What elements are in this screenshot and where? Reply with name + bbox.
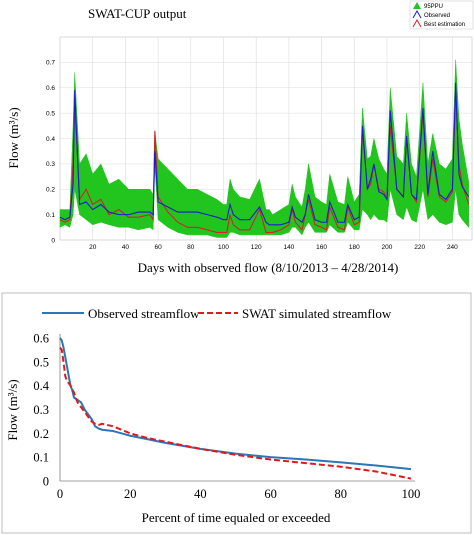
- top-y-tick-label: 0: [51, 237, 55, 244]
- bottom-x-tick-labels: 0 20 40 60 80 100: [57, 487, 421, 501]
- top-legend-box: [409, 0, 474, 30]
- observed-line: [59, 82, 470, 226]
- top-x-tick-labels: 20 40 60 80 100 120 140 160 180 200 220 240: [89, 244, 458, 251]
- top-x-tick-label: 120: [251, 244, 262, 251]
- top-legend: 95PPU Observed Best estimation: [409, 0, 474, 30]
- bottom-x-tick-label: 0: [57, 487, 63, 501]
- top-y-tick-label: 0.6: [46, 85, 55, 92]
- top-x-tick-label: 240: [447, 244, 458, 251]
- top-x-tick-label: 200: [382, 244, 393, 251]
- top-x-tick-label: 160: [316, 244, 327, 251]
- bottom-y-tick-label: 0.6: [33, 332, 49, 346]
- top-series-layer: [59, 82, 470, 233]
- top-x-tick-label: 60: [154, 244, 162, 251]
- simulated-streamflow-line: [59, 346, 412, 480]
- estimation-legend-label: Best estimation: [424, 22, 465, 28]
- bottom-x-tick-label: 40: [194, 487, 207, 501]
- bottom-x-axis-label: Percent of time equaled or exceeded: [142, 510, 331, 525]
- top-y-tick-labels: 0 0.1 0.2 0.3 0.4 0.5 0.6 0.7: [46, 60, 55, 245]
- top-x-tick-label: 80: [187, 244, 195, 251]
- bottom-y-tick-label: 0: [43, 475, 49, 489]
- bottom-y-tick-label: 0.2: [33, 427, 49, 441]
- swat-cup-output-panel: SWAT-CUP output 0 0.1 0.2 0.3 0.4 0.5 0.6 0.7 2…: [6, 0, 474, 275]
- bottom-x-tick-label: 20: [124, 487, 137, 501]
- bottom-y-axis-label: Flow (m³/s): [5, 379, 20, 440]
- observed-legend-label: Observed: [424, 13, 450, 19]
- top-y-tick-label: 0.5: [46, 110, 55, 117]
- bottom-y-tick-label: 0.5: [33, 355, 49, 369]
- bottom-chart-frame: [1, 292, 472, 534]
- top-x-tick-label: 180: [349, 244, 360, 251]
- observed-streamflow-line: [59, 337, 412, 471]
- bottom-axes: [59, 334, 415, 482]
- ppu-band: [59, 59, 469, 238]
- top-chart-title: SWAT-CUP output: [88, 6, 187, 21]
- observed-streamflow-label: Observed streamflow: [88, 306, 200, 321]
- bottom-legend: Observed streamflow SWAT simulated strea…: [42, 306, 392, 321]
- top-x-tick-label: 100: [218, 244, 229, 251]
- top-y-axis-label: Flow (m³/s): [6, 107, 21, 168]
- top-y-tick-label: 0.7: [46, 60, 55, 67]
- bottom-y-tick-label: 0.4: [33, 379, 49, 393]
- bottom-series-layer: [59, 337, 412, 480]
- simulated-streamflow-label: SWAT simulated streamflow: [242, 306, 392, 321]
- top-y-tick-label: 0.2: [46, 187, 55, 194]
- ppu-band-layer: [59, 59, 469, 238]
- flow-duration-panel: Observed streamflow SWAT simulated strea…: [5, 306, 420, 525]
- bottom-y-tick-labels: 0 0.1 0.2 0.3 0.4 0.5 0.6: [33, 332, 49, 489]
- top-x-tick-label: 220: [414, 244, 425, 251]
- top-x-axis-label: Days with observed flow (8/10/2013 – 4/2…: [138, 260, 399, 275]
- top-y-tick-label: 0.4: [46, 136, 55, 143]
- bottom-y-tick-label: 0.3: [33, 403, 49, 417]
- top-y-tick-label: 0.1: [46, 212, 55, 219]
- top-x-tick-label: 20: [89, 244, 97, 251]
- top-x-tick-label: 40: [122, 244, 130, 251]
- top-y-tick-label: 0.3: [46, 161, 55, 168]
- top-x-tick-label: 140: [283, 244, 294, 251]
- bottom-x-tick-label: 100: [402, 487, 421, 501]
- bottom-x-tick-label: 60: [264, 487, 277, 501]
- ppu-legend-label: 95PPU: [424, 4, 443, 10]
- ppu-legend-swatch: [413, 2, 421, 9]
- bottom-x-tick-label: 80: [335, 487, 348, 501]
- observed-legend-swatch: [412, 9, 422, 19]
- bottom-y-tick-label: 0.1: [33, 451, 49, 465]
- estimation-legend-swatch: [412, 18, 422, 28]
